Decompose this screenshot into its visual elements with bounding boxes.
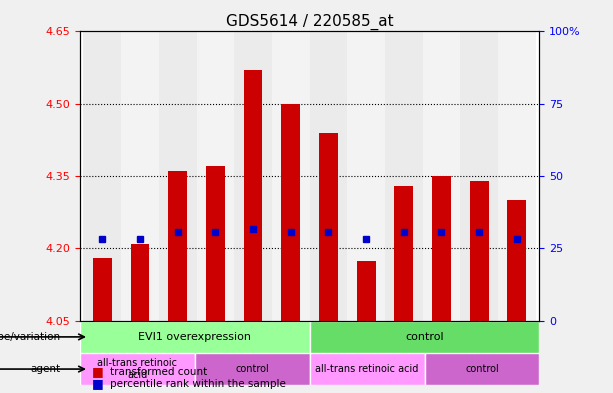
FancyBboxPatch shape — [80, 353, 195, 385]
Bar — [281, 104, 300, 321]
Text: ■: ■ — [92, 365, 104, 378]
FancyBboxPatch shape — [310, 321, 539, 353]
Bar — [93, 258, 112, 321]
Bar — [498, 31, 536, 321]
Bar — [206, 167, 225, 321]
Bar — [197, 31, 234, 321]
Bar — [159, 31, 197, 321]
Text: genotype/variation: genotype/variation — [0, 332, 61, 342]
Bar — [422, 31, 460, 321]
FancyBboxPatch shape — [310, 353, 424, 385]
Bar — [432, 176, 451, 321]
Bar — [234, 31, 272, 321]
Bar — [272, 31, 310, 321]
Text: EVI1 overexpression: EVI1 overexpression — [138, 332, 251, 342]
Text: control: control — [235, 364, 269, 374]
Bar — [121, 31, 159, 321]
Text: all-trans retinoic acid: all-trans retinoic acid — [315, 364, 419, 374]
Bar — [131, 244, 150, 321]
Title: GDS5614 / 220585_at: GDS5614 / 220585_at — [226, 14, 394, 30]
Text: ■: ■ — [92, 377, 104, 390]
FancyBboxPatch shape — [80, 321, 310, 353]
Bar — [508, 200, 526, 321]
Text: percentile rank within the sample: percentile rank within the sample — [110, 379, 286, 389]
Bar — [347, 31, 385, 321]
Bar — [357, 261, 376, 321]
Bar — [385, 31, 422, 321]
Bar — [310, 31, 347, 321]
Bar — [243, 70, 262, 321]
Bar — [460, 31, 498, 321]
FancyBboxPatch shape — [424, 353, 539, 385]
Bar — [168, 171, 187, 321]
Text: control: control — [405, 332, 444, 342]
Text: agent: agent — [31, 364, 61, 374]
Bar — [83, 31, 121, 321]
Bar — [394, 186, 413, 321]
Bar — [470, 181, 489, 321]
FancyBboxPatch shape — [195, 353, 310, 385]
Text: transformed count: transformed count — [110, 367, 208, 377]
Text: control: control — [465, 364, 499, 374]
Text: all-trans retinoic
acid: all-trans retinoic acid — [97, 358, 177, 380]
Bar — [319, 133, 338, 321]
